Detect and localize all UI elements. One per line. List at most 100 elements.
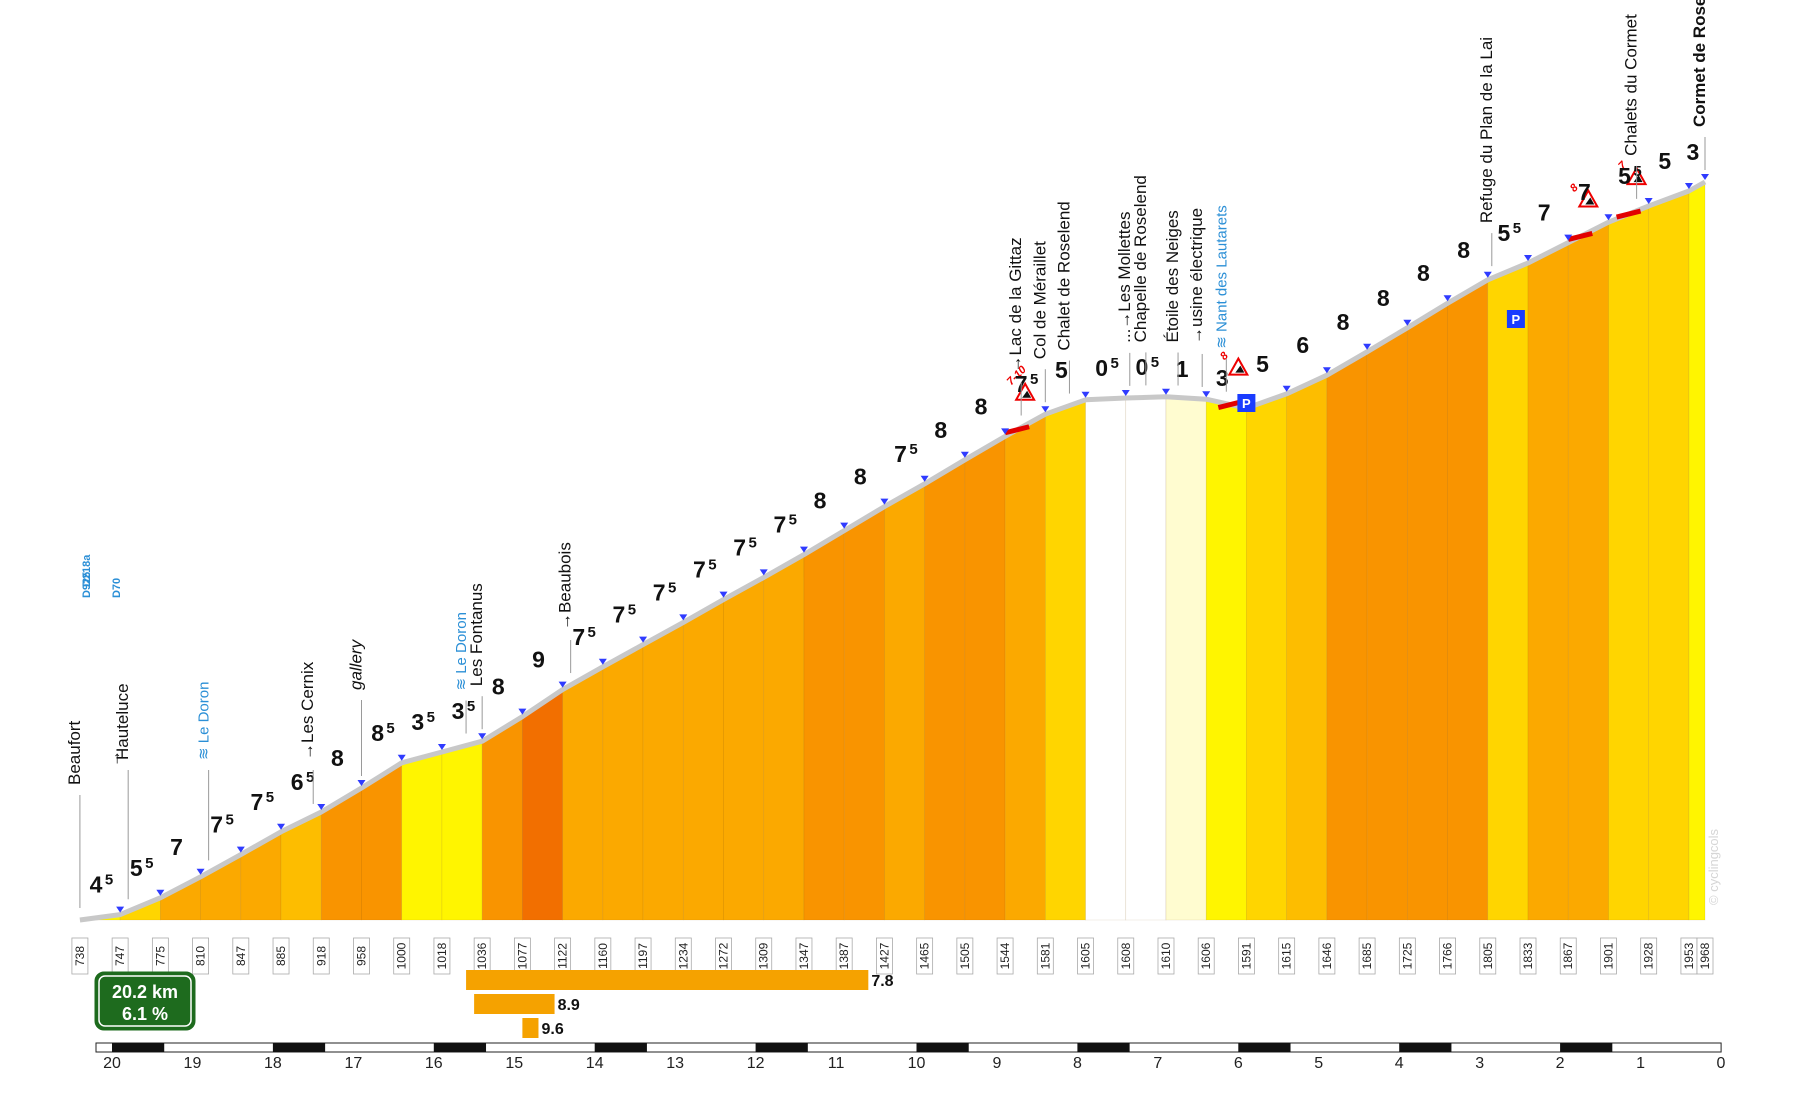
gradient-label: 8 [1377, 285, 1390, 311]
altitude-box [916, 937, 934, 975]
gradient-label: 7 [653, 579, 666, 605]
km-axis-block [1238, 1043, 1291, 1052]
gradient-segment [1085, 397, 1127, 921]
altitude-label: 918 [314, 946, 328, 966]
gradient-label-decimal: 5 [1110, 355, 1118, 372]
waypoint-marker [1041, 406, 1050, 413]
gradient-segment [481, 716, 523, 921]
waypoint-marker [317, 804, 326, 810]
max-gradient-label: 9.6 [541, 1021, 563, 1038]
km-axis-layer: 20 19 18 17 16 15 14 13 12 11 10 9 8 7 6 5 4 3 2 1 0 [95, 1042, 1726, 1072]
altitude-label: 1272 [717, 942, 731, 969]
altitude-label: 810 [194, 946, 208, 966]
gradient-segment [924, 459, 966, 921]
km-axis-frame [95, 1042, 1722, 1053]
parking-icon [1506, 310, 1525, 328]
altitude-label: 1805 [1481, 942, 1495, 969]
gradient-label: 8 [331, 745, 344, 771]
waypoint-marker [1564, 234, 1573, 241]
altitude-box [353, 937, 370, 975]
gradient-label-decimal: 5 [748, 534, 756, 551]
gradient-label-decimal: 5 [467, 698, 475, 715]
gradient-segment [1567, 221, 1609, 921]
altitude-label: 1544 [998, 942, 1012, 969]
waypoint-marker [277, 823, 286, 830]
waypoint-marker [437, 744, 446, 750]
waypoint-marker [1282, 385, 1291, 392]
gradient-label-decimal: 5 [145, 855, 153, 872]
gradient-label: 5 [1256, 351, 1269, 377]
gradient-label: 5 [1055, 357, 1068, 383]
gradient-segment [1407, 302, 1448, 921]
start-town-label: Beaufort [65, 720, 84, 785]
gradient-segment [1165, 396, 1207, 921]
steep-sign-label: 8 [1218, 349, 1231, 362]
waypoint-marker [1684, 183, 1693, 189]
gradient-label: 0 [1135, 354, 1148, 380]
gradient-label-decimal: 5 [789, 512, 797, 529]
waypoint-marker [639, 636, 648, 643]
steep-section-mark [1567, 231, 1593, 242]
gradient-label: 8 [371, 720, 384, 746]
gradient-label-decimal: 5 [386, 720, 394, 737]
altitude-label: 1465 [918, 942, 932, 969]
km-tick-label: 11 [828, 1055, 845, 1072]
gradient-label: 5 [1497, 220, 1510, 246]
gradient-label-decimal: 5 [427, 709, 435, 726]
gradient-label: 7 [894, 441, 907, 467]
waypoint-marker [1081, 391, 1090, 398]
altitude-label: 1591 [1239, 942, 1253, 969]
gradient-label-decimal: 5 [909, 441, 917, 458]
gradient-segment [1527, 242, 1569, 921]
km-tick-label: 3 [1475, 1055, 1484, 1072]
waypoint-marker [196, 868, 205, 875]
altitude-box [1439, 937, 1456, 975]
gradient-label: 9 [532, 647, 545, 673]
place-label: →Les Cernix [298, 661, 317, 760]
gradient-label: 8 [934, 417, 947, 443]
altitude-label: 1197 [636, 943, 650, 969]
waypoint-marker [1322, 367, 1331, 374]
altitude-label: 1387 [837, 942, 851, 969]
waypoint-marker [1644, 198, 1653, 204]
altitude-label: 885 [274, 946, 288, 966]
altitude-label: 1766 [1441, 942, 1455, 969]
km-axis-block [272, 1043, 326, 1052]
altitude-box [1278, 937, 1296, 975]
gradient-segment [682, 599, 724, 921]
road-tag: D925 [81, 572, 93, 598]
gradient-label: 7 [733, 534, 746, 560]
gradient-label-decimal: 5 [1633, 163, 1641, 180]
altitude-box [1600, 937, 1617, 975]
gradient-segment [1004, 413, 1046, 921]
gradient-segment [1205, 398, 1247, 921]
road-tag: D70 [111, 578, 123, 598]
km-axis-block [1560, 1043, 1613, 1052]
place-label: →Lac de la Gittaz [1006, 237, 1025, 372]
gradient-label-decimal: 5 [1513, 220, 1521, 237]
km-tick-label: 19 [184, 1055, 202, 1072]
altitude-label: 1000 [395, 942, 409, 969]
place-label: Hauteluce [113, 683, 132, 760]
altitude-label: 1610 [1159, 942, 1173, 969]
altitude-box [1640, 937, 1658, 975]
gradient-segment [1125, 396, 1167, 921]
gradient-segment [1286, 374, 1328, 921]
gradient-label: 7 [1578, 179, 1591, 205]
altitude-label: 1968 [1698, 942, 1712, 969]
gradient-label-decimal: 5 [1151, 354, 1159, 371]
gradient-segment [1688, 181, 1706, 921]
gradient-segment [884, 483, 925, 921]
gradient-segment [763, 554, 805, 921]
altitude-label: 1608 [1119, 942, 1133, 969]
waypoint-marker [1524, 255, 1533, 261]
gradient-fill-layer [79, 181, 1706, 921]
altitude-box [232, 937, 250, 975]
waypoint-marker [759, 569, 768, 576]
gradient-segment [160, 876, 201, 921]
altitude-label: 1505 [958, 942, 972, 969]
km-tick-label: 15 [505, 1055, 523, 1072]
altitude-label: 1646 [1320, 942, 1334, 969]
altitude-box [956, 937, 974, 975]
